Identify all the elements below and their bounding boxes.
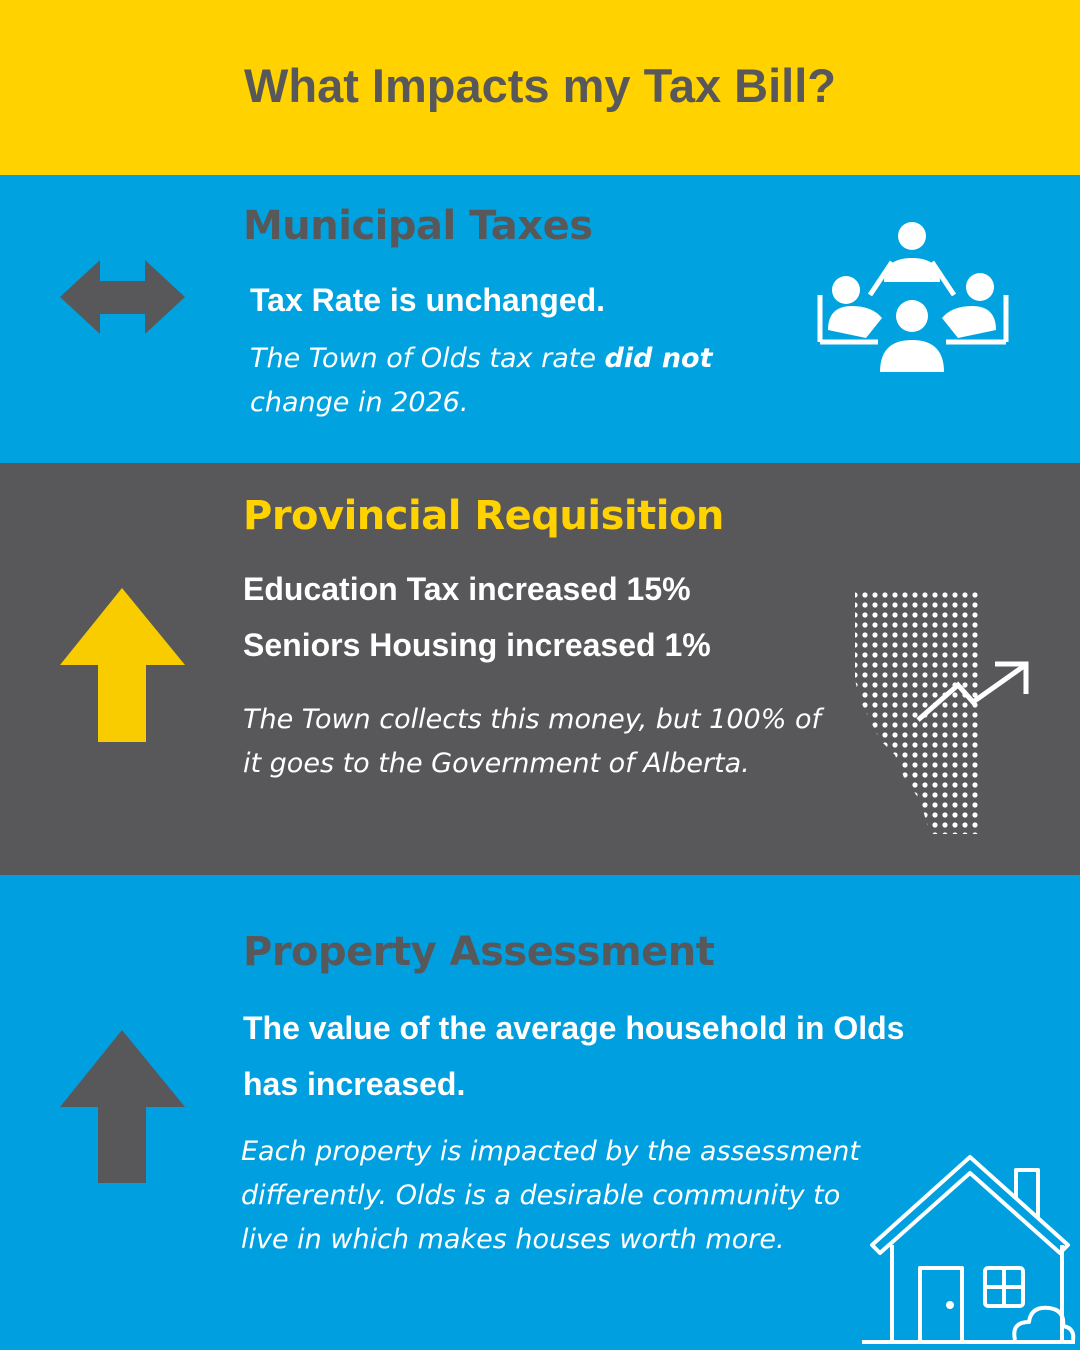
title: What Impacts my Tax Bill? [244, 59, 836, 112]
double-arrow [60, 260, 185, 334]
up-arrow [60, 588, 185, 742]
body-text: change in 2026. [250, 387, 469, 418]
trend-arrowhead [995, 661, 1029, 694]
assessment-band [0, 875, 1080, 1350]
body-text: The Town of Olds tax rate [250, 343, 605, 374]
alberta-map [855, 588, 982, 834]
section-heading: Municipal Taxes [243, 203, 593, 249]
section-statement: Seniors Housing increased 1% [243, 627, 711, 663]
section-body: The Town collects this money, but 100% o… [243, 704, 821, 779]
up-arrow [60, 1030, 185, 1183]
section-statement: The value of the average household in Ol… [243, 1010, 905, 1102]
body-emphasis: did not [604, 343, 713, 374]
section-body: Each property is impacted by the assessm… [241, 1136, 860, 1255]
header-band [0, 0, 1080, 175]
section-statement: Education Tax increased 15% [243, 571, 691, 607]
meeting-icon [817, 222, 1009, 372]
section-body: The Town of Olds tax rate did not change… [250, 337, 770, 425]
house-icon [862, 1155, 1076, 1344]
trend-arrow [916, 663, 1026, 722]
section-heading: Provincial Requisition [243, 493, 724, 539]
section-heading: Property Assessment [243, 929, 715, 975]
section-statement: Tax Rate is unchanged. [250, 282, 606, 318]
